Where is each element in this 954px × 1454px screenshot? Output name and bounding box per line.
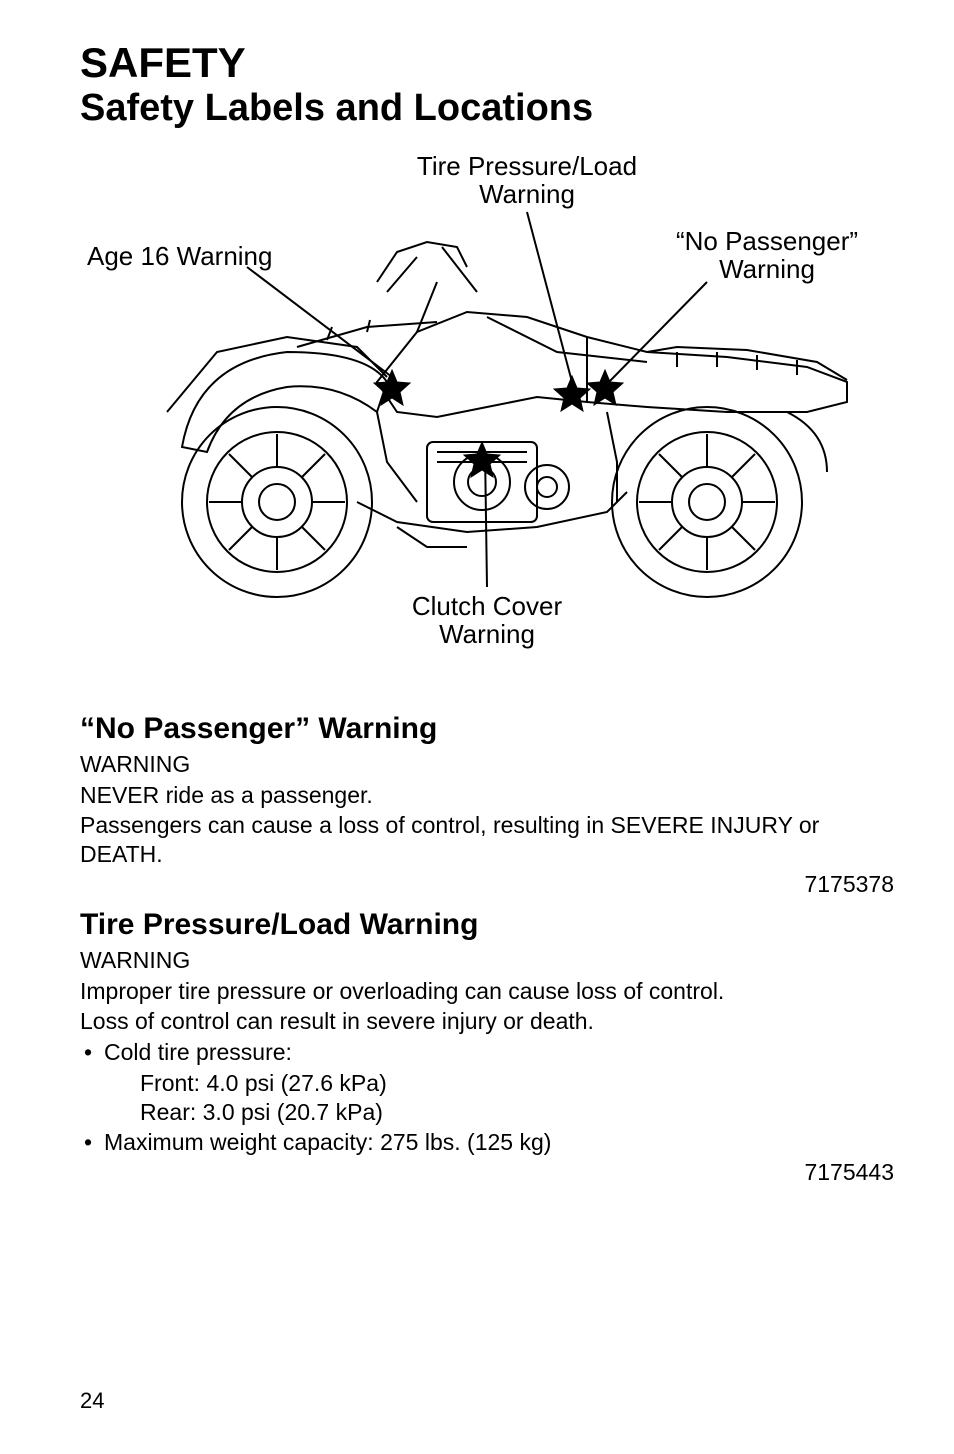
safety-title: SAFETY: [80, 40, 894, 86]
no-passenger-partnum: 7175378: [80, 871, 894, 898]
no-passenger-heading: “No Passenger” Warning: [80, 712, 894, 746]
no-passenger-line1: NEVER ride as a passenger.: [80, 781, 894, 810]
no-passenger-line2: Passengers can cause a loss of control, …: [80, 811, 894, 869]
tire-pressure-bullets: Cold tire pressure:: [80, 1038, 894, 1067]
sub-front: Front: 4.0 psi (27.6 kPa): [80, 1069, 894, 1098]
sub-rear: Rear: 3.0 psi (20.7 kPa): [80, 1098, 894, 1127]
atv-illustration: [87, 152, 887, 672]
tire-pressure-warning-label: WARNING: [80, 946, 894, 975]
tire-pressure-line1: Improper tire pressure or overloading ca…: [80, 977, 894, 1006]
tire-pressure-heading: Tire Pressure/Load Warning: [80, 908, 894, 942]
page-number: 24: [80, 1388, 104, 1414]
tire-pressure-line2: Loss of control can result in severe inj…: [80, 1007, 894, 1036]
bullet-max-weight: Maximum weight capacity: 275 lbs. (125 k…: [80, 1128, 894, 1157]
atv-diagram: Tire Pressure/LoadWarning Age 16 Warning…: [87, 152, 887, 672]
bullet-cold-tire: Cold tire pressure:: [80, 1038, 894, 1067]
tire-pressure-partnum: 7175443: [80, 1159, 894, 1186]
tire-pressure-bullets-2: Maximum weight capacity: 275 lbs. (125 k…: [80, 1128, 894, 1157]
safety-subtitle: Safety Labels and Locations: [80, 86, 894, 132]
no-passenger-warning-label: WARNING: [80, 750, 894, 779]
